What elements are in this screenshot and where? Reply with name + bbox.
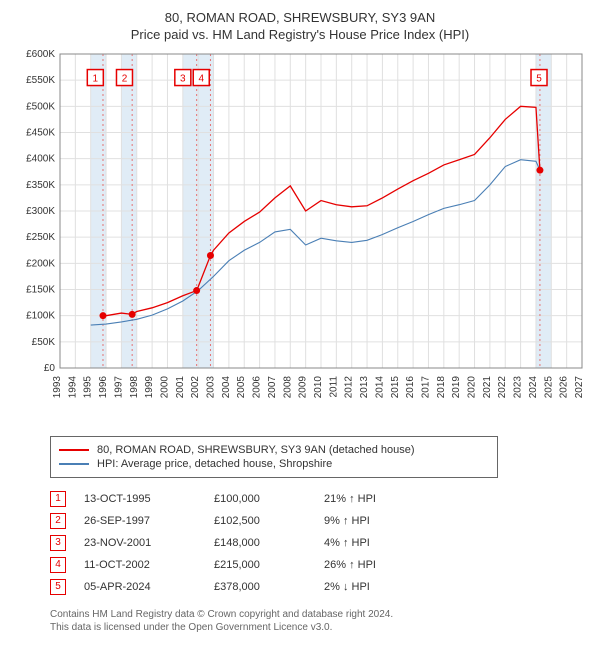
sale-price: £215,000 (214, 559, 324, 571)
svg-text:1995: 1995 (83, 375, 94, 398)
svg-text:5: 5 (536, 73, 542, 84)
row-marker-icon: 4 (50, 557, 66, 573)
svg-text:2005: 2005 (236, 375, 247, 398)
svg-text:2003: 2003 (206, 375, 217, 398)
svg-text:1997: 1997 (113, 375, 124, 398)
table-row: 1 13-OCT-1995£100,00021% ↑ HPI (50, 488, 588, 510)
svg-text:2013: 2013 (359, 375, 370, 398)
svg-text:2002: 2002 (190, 375, 201, 398)
svg-text:2011: 2011 (328, 375, 339, 397)
svg-text:2025: 2025 (543, 375, 554, 398)
svg-text:£300K: £300K (26, 206, 55, 217)
legend-swatch-property (59, 449, 89, 451)
table-row: 3 23-NOV-2001£148,0004% ↑ HPI (50, 532, 588, 554)
svg-text:2023: 2023 (513, 375, 524, 398)
svg-text:£50K: £50K (32, 337, 56, 348)
svg-text:2: 2 (122, 73, 128, 84)
footer-line2: This data is licensed under the Open Gov… (50, 621, 588, 635)
sale-date: 13-OCT-1995 (84, 493, 214, 505)
hpi-delta: 21% ↑ HPI (324, 493, 434, 505)
svg-text:£100K: £100K (26, 310, 55, 321)
sale-date: 23-NOV-2001 (84, 537, 214, 549)
row-marker-icon: 5 (50, 579, 66, 595)
svg-text:£150K: £150K (26, 284, 55, 295)
svg-text:2026: 2026 (559, 375, 570, 398)
row-marker-icon: 3 (50, 535, 66, 551)
legend-row-property: 80, ROMAN ROAD, SHREWSBURY, SY3 9AN (det… (59, 444, 489, 456)
title-line2: Price paid vs. HM Land Registry's House … (12, 27, 588, 44)
svg-text:1998: 1998 (129, 375, 140, 398)
svg-text:2019: 2019 (451, 375, 462, 398)
svg-text:1994: 1994 (67, 375, 78, 398)
legend-label-hpi: HPI: Average price, detached house, Shro… (97, 458, 332, 470)
svg-text:£200K: £200K (26, 258, 55, 269)
sale-price: £148,000 (214, 537, 324, 549)
svg-text:2015: 2015 (390, 375, 401, 398)
legend-label-property: 80, ROMAN ROAD, SHREWSBURY, SY3 9AN (det… (97, 444, 415, 456)
svg-text:1999: 1999 (144, 375, 155, 398)
svg-text:2008: 2008 (282, 375, 293, 398)
svg-text:2017: 2017 (420, 375, 431, 398)
sales-table: 1 13-OCT-1995£100,00021% ↑ HPI 2 26-SEP-199… (50, 488, 588, 598)
svg-text:£0: £0 (44, 363, 56, 374)
svg-text:2016: 2016 (405, 375, 416, 398)
table-row: 2 26-SEP-1997£102,5009% ↑ HPI (50, 510, 588, 532)
svg-text:2007: 2007 (267, 375, 278, 398)
sale-date: 05-APR-2024 (84, 581, 214, 593)
hpi-delta: 4% ↑ HPI (324, 537, 434, 549)
svg-text:2000: 2000 (159, 375, 170, 398)
svg-text:2006: 2006 (252, 375, 263, 398)
svg-text:1: 1 (93, 73, 99, 84)
svg-text:2009: 2009 (298, 375, 309, 398)
svg-text:2004: 2004 (221, 375, 232, 398)
svg-text:2027: 2027 (574, 375, 585, 398)
svg-text:3: 3 (180, 73, 186, 84)
sale-date: 11-OCT-2002 (84, 559, 214, 571)
svg-text:2010: 2010 (313, 375, 324, 398)
svg-text:£600K: £600K (26, 49, 55, 60)
price-chart: £0 £50K £100K £150K £200K £250K £300K £350K £400… (12, 48, 588, 428)
sale-date: 26-SEP-1997 (84, 515, 214, 527)
sale-price: £378,000 (214, 581, 324, 593)
svg-text:£250K: £250K (26, 232, 55, 243)
footer-line1: Contains HM Land Registry data © Crown c… (50, 608, 588, 622)
svg-text:1996: 1996 (98, 375, 109, 398)
hpi-delta: 26% ↑ HPI (324, 559, 434, 571)
hpi-delta: 2% ↓ HPI (324, 581, 434, 593)
svg-text:£500K: £500K (26, 101, 55, 112)
svg-text:1993: 1993 (52, 375, 63, 398)
svg-text:£350K: £350K (26, 180, 55, 191)
svg-text:2022: 2022 (497, 375, 508, 398)
svg-text:£550K: £550K (26, 75, 55, 86)
sale-price: £100,000 (214, 493, 324, 505)
footer: Contains HM Land Registry data © Crown c… (50, 608, 588, 635)
table-row: 4 11-OCT-2002£215,00026% ↑ HPI (50, 554, 588, 576)
svg-text:2024: 2024 (528, 375, 539, 398)
svg-text:2021: 2021 (482, 375, 493, 398)
svg-text:£450K: £450K (26, 127, 55, 138)
svg-text:4: 4 (198, 73, 204, 84)
svg-text:2018: 2018 (436, 375, 447, 398)
svg-text:2020: 2020 (467, 375, 478, 398)
legend-swatch-hpi (59, 463, 89, 465)
svg-text:£400K: £400K (26, 153, 55, 164)
title-line1: 80, ROMAN ROAD, SHREWSBURY, SY3 9AN (12, 10, 588, 27)
row-marker-icon: 1 (50, 491, 66, 507)
svg-text:2014: 2014 (374, 375, 385, 398)
row-marker-icon: 2 (50, 513, 66, 529)
hpi-delta: 9% ↑ HPI (324, 515, 434, 527)
svg-text:2001: 2001 (175, 375, 186, 398)
svg-text:2012: 2012 (344, 375, 355, 398)
table-row: 5 05-APR-2024£378,0002% ↓ HPI (50, 576, 588, 598)
chart-title: 80, ROMAN ROAD, SHREWSBURY, SY3 9AN Pric… (12, 10, 588, 44)
legend-row-hpi: HPI: Average price, detached house, Shro… (59, 458, 489, 470)
legend: 80, ROMAN ROAD, SHREWSBURY, SY3 9AN (det… (50, 436, 498, 478)
sale-price: £102,500 (214, 515, 324, 527)
